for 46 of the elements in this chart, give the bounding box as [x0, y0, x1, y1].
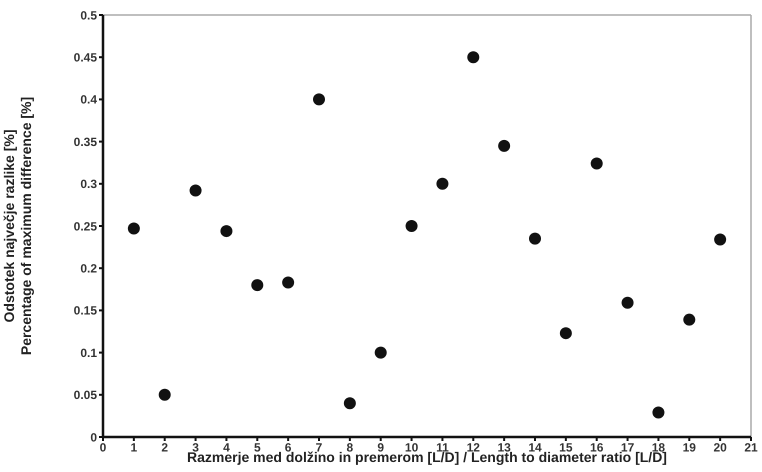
x-tick-label: 20 — [713, 440, 728, 455]
point — [436, 178, 448, 190]
point — [498, 140, 510, 152]
x-tick-label: 9 — [377, 440, 384, 455]
point — [467, 51, 480, 64]
x-tick-label: 1 — [130, 440, 138, 455]
point — [190, 184, 202, 197]
point — [714, 234, 726, 246]
point — [560, 327, 572, 340]
x-tick-label: 15 — [559, 440, 573, 455]
y-tick-label: 0.5 — [80, 8, 98, 22]
y-tick-label: 0.25 — [74, 219, 98, 234]
x-tick-label: 0 — [100, 440, 107, 455]
y-tick-label: 0.3 — [80, 177, 98, 192]
point — [313, 93, 325, 106]
point — [652, 406, 664, 419]
y-tick-label: 0.35 — [74, 134, 98, 149]
point — [406, 220, 418, 232]
x-tick-label: 16 — [590, 440, 604, 455]
x-tick-label: 21 — [744, 440, 758, 455]
point — [683, 314, 696, 326]
point — [590, 158, 603, 170]
x-tick-label: 4 — [223, 440, 230, 455]
x-tick-label: 5 — [254, 440, 261, 455]
point — [622, 296, 634, 309]
x-tick-label: 14 — [528, 440, 542, 455]
point — [374, 346, 387, 359]
y-tick-label: 0.15 — [74, 304, 98, 318]
point — [158, 388, 171, 401]
y-axis-title: Odstotek največje razlike [%] Percentage of maximum difference [%] — [1, 96, 34, 356]
y-tick-label: 0.2 — [80, 261, 98, 276]
x-tick-label: 19 — [682, 440, 696, 455]
point — [529, 232, 541, 245]
y-tick-label: 0.05 — [74, 388, 98, 402]
point — [251, 279, 264, 292]
x-tick-label: 10 — [404, 440, 419, 455]
y-tick-label: 0.45 — [74, 50, 98, 64]
point — [128, 222, 140, 235]
x-tick-label: 2 — [161, 440, 168, 455]
y-tick-label: 0 — [90, 430, 98, 444]
x-tick-label: 8 — [346, 440, 354, 455]
y-tick-label: 0.1 — [80, 346, 98, 360]
point — [344, 397, 356, 410]
point — [282, 276, 294, 289]
y-tick-label: 0.4 — [80, 92, 98, 107]
point — [220, 225, 232, 238]
